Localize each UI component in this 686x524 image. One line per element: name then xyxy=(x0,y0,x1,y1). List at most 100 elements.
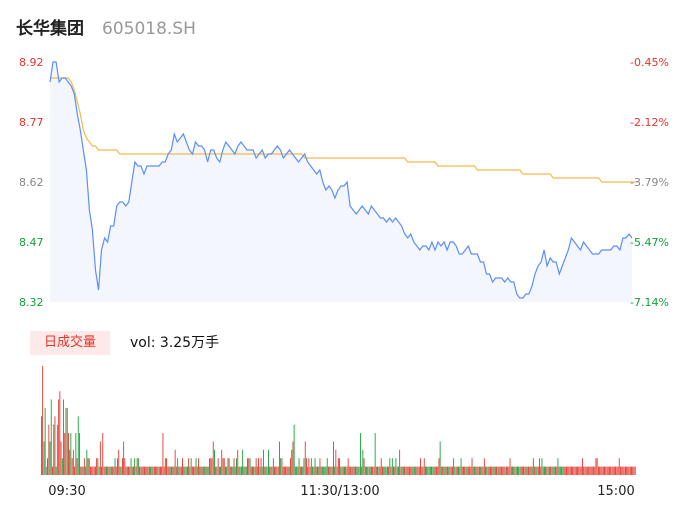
volume-bar-94 xyxy=(156,466,158,475)
volume-bar-340 xyxy=(458,466,459,475)
volume-bar-215 xyxy=(304,441,306,475)
volume-bar-458 xyxy=(602,466,604,475)
volume-bar-191 xyxy=(275,466,277,475)
volume-bar-91 xyxy=(152,466,154,475)
volume-bar-295 xyxy=(402,466,404,475)
volume-bar-153 xyxy=(228,458,230,475)
volume-bar-164 xyxy=(242,449,244,475)
volume-bar-45 xyxy=(96,458,98,475)
volume-bar-414 xyxy=(548,466,550,475)
volume-bar-308 xyxy=(418,466,420,475)
volume-bar-281 xyxy=(385,466,387,475)
volume-bar-216 xyxy=(306,458,307,475)
volume-bar-130 xyxy=(200,466,202,475)
volume-bar-479 xyxy=(628,466,630,475)
volume-bar-234 xyxy=(328,466,329,475)
volume-bar-269 xyxy=(371,466,372,475)
volume-bar-143 xyxy=(216,466,218,475)
volume-bar-439 xyxy=(579,466,581,475)
average-price-line xyxy=(50,77,639,183)
volume-bar-331 xyxy=(447,466,448,475)
volume-bar-194 xyxy=(279,441,280,475)
volume-bar-149 xyxy=(223,458,225,475)
volume-bar-85 xyxy=(145,466,147,475)
volume-bar-148 xyxy=(222,458,224,475)
volume-bar-22 xyxy=(68,433,69,475)
volume-bar-208 xyxy=(296,466,298,475)
volume-bar-465 xyxy=(611,466,613,475)
volume-bar-282 xyxy=(387,466,388,475)
volume-bar-204 xyxy=(291,449,293,475)
y-tick-right-0: -0.45% xyxy=(630,56,669,69)
volume-bar-77 xyxy=(135,466,137,475)
volume-bar-448 xyxy=(590,466,592,475)
volume-bar-152 xyxy=(227,458,229,475)
volume-bar-220 xyxy=(310,458,312,475)
volume-bar-25 xyxy=(71,458,73,475)
volume-bar-426 xyxy=(563,466,565,475)
volume-bar-417 xyxy=(552,466,554,475)
volume-bar-138 xyxy=(210,458,212,475)
volume-bar-279 xyxy=(383,466,385,475)
volume-bar-242 xyxy=(337,458,339,475)
volume-bar-65 xyxy=(120,466,122,475)
volume-bar-114 xyxy=(180,466,182,475)
volume-bar-218 xyxy=(308,458,310,475)
volume-bar-397 xyxy=(528,466,529,475)
volume-bar-52 xyxy=(104,466,106,475)
volume-bar-155 xyxy=(231,466,233,475)
volume-bar-93 xyxy=(155,466,156,475)
volume-bar-46 xyxy=(97,458,99,475)
volume-bar-481 xyxy=(631,466,632,475)
volume-bar-100 xyxy=(163,466,165,475)
volume-bar-467 xyxy=(613,466,615,475)
volume-bar-102 xyxy=(166,458,167,475)
volume-bar-122 xyxy=(190,458,192,475)
volume-bar-296 xyxy=(404,466,405,475)
volume-bar-88 xyxy=(149,466,150,475)
volume-bar-190 xyxy=(274,466,275,475)
volume-bar-371 xyxy=(496,466,497,475)
volume-bar-230 xyxy=(323,466,325,475)
x-tick-2: 15:00 xyxy=(597,484,634,499)
volume-bar-376 xyxy=(502,466,504,475)
volume-bar-384 xyxy=(512,466,513,475)
volume-bar-47 xyxy=(98,466,100,475)
volume-bar-250 xyxy=(347,458,349,475)
volume-bar-290 xyxy=(396,466,398,475)
volume-bar-338 xyxy=(455,466,457,475)
volume-bar-82 xyxy=(141,466,143,475)
volume-bar-378 xyxy=(504,466,506,475)
volume-bar-402 xyxy=(534,466,536,475)
y-tick-left-2: 8.62 xyxy=(19,176,44,189)
volume-bar-446 xyxy=(588,466,590,475)
volume-bar-200 xyxy=(286,466,288,475)
y-tick-right-4: -7.14% xyxy=(630,296,669,309)
volume-bar-348 xyxy=(467,466,469,475)
volume-bar-370 xyxy=(494,466,496,475)
volume-bar-14 xyxy=(58,399,60,475)
volume-bar-318 xyxy=(431,466,432,475)
volume-bar-177 xyxy=(258,458,259,475)
volume-bar-33 xyxy=(81,466,83,475)
volume-bar-193 xyxy=(277,466,279,475)
volume-bar-286 xyxy=(391,458,393,475)
volume-bar-433 xyxy=(572,466,574,475)
volume-bar-181 xyxy=(263,449,264,475)
volume-bar-461 xyxy=(606,466,608,475)
volume-bar-59 xyxy=(113,466,115,475)
volume-bar-223 xyxy=(314,458,316,475)
volume-bar-392 xyxy=(521,466,523,475)
volume-bar-347 xyxy=(466,466,468,475)
volume-bar-482 xyxy=(632,466,634,475)
y-tick-left-3: 8.47 xyxy=(19,236,44,249)
volume-bar-70 xyxy=(126,466,128,475)
volume-bar-390 xyxy=(519,466,521,475)
volume-bar-264 xyxy=(364,466,366,475)
volume-bar-464 xyxy=(610,466,612,475)
volume-bar-355 xyxy=(476,466,478,475)
volume-bar-87 xyxy=(147,466,149,475)
volume-bar-418 xyxy=(553,466,555,475)
volume-bar-471 xyxy=(618,458,620,475)
volume-bar-452 xyxy=(595,458,597,475)
